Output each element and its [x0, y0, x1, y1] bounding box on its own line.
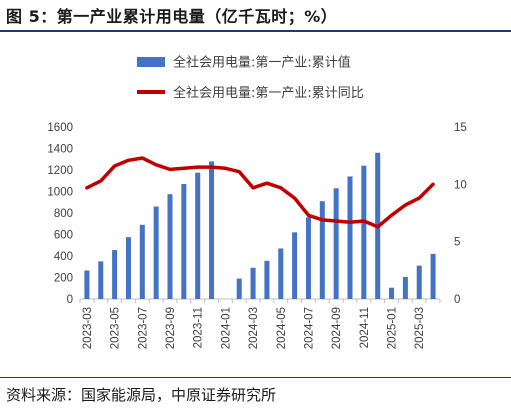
bar	[125, 237, 131, 299]
x-tick-label: 2024-09	[331, 307, 343, 349]
line-series	[85, 156, 435, 229]
legend-line-label: 全社会用电量:第一产业:累计同比	[173, 85, 364, 101]
x-tick-label: 2024-11	[359, 307, 371, 348]
bar	[264, 260, 270, 299]
source-note: 资料来源：国家能源局，中原证券研究所	[6, 386, 277, 404]
bar	[112, 250, 118, 299]
y-left-tick-label: 800	[54, 208, 73, 220]
bottom-rule	[0, 377, 511, 378]
bar	[209, 161, 215, 299]
x-tick-label: 2023-11	[193, 307, 205, 348]
bar	[139, 224, 145, 299]
bar	[416, 265, 422, 299]
bar	[278, 248, 284, 299]
bar	[236, 278, 242, 299]
y-right-tick-label: 5	[454, 237, 460, 249]
y-left-tick-label: 1600	[47, 122, 73, 134]
x-tick-label: 2023-07	[137, 307, 149, 349]
bar	[250, 267, 256, 299]
bar	[181, 183, 187, 299]
figure-title: 图 5：第一产业累计用电量（亿千瓦时；%）	[6, 7, 338, 26]
x-tick-label: 2024-05	[276, 307, 288, 349]
top-rule	[0, 30, 511, 32]
bar	[389, 287, 395, 299]
y-right-tick-label: 0	[454, 294, 460, 306]
bar	[402, 276, 408, 299]
x-tick-label: 2023-03	[82, 307, 94, 349]
x-tick-label: 2024-07	[303, 307, 315, 349]
y-left-tick-label: 1200	[47, 165, 73, 177]
x-tick-label: 2025-01	[387, 307, 399, 349]
legend-bar-swatch	[137, 57, 165, 67]
x-tick-label: 2023-05	[110, 307, 122, 349]
bar	[167, 194, 173, 299]
legend-bar-label: 全社会用电量:第一产业:累计值	[173, 55, 351, 71]
y-left-tick-label: 400	[54, 251, 73, 263]
x-tick-label: 2024-01	[220, 307, 232, 349]
bar	[347, 176, 353, 299]
bar	[430, 253, 436, 299]
y-right-tick-label: 10	[454, 179, 467, 191]
bar	[195, 172, 201, 299]
x-tick-label: 2025-03	[414, 307, 426, 349]
x-tick-label: 2023-09	[165, 307, 177, 349]
x-tick-label: 2024-03	[248, 307, 260, 349]
bar	[84, 270, 90, 299]
bar	[333, 188, 339, 299]
y-left-tick-label: 200	[54, 273, 73, 285]
bar	[153, 206, 159, 299]
bar	[319, 201, 325, 299]
y-left-tick-label: 0	[67, 294, 73, 306]
bar	[292, 232, 298, 299]
y-left-tick-label: 1000	[47, 187, 73, 199]
y-left-tick-label: 600	[54, 230, 73, 242]
bar	[361, 165, 367, 299]
bar	[305, 217, 311, 299]
y-left-tick-label: 1400	[47, 144, 73, 156]
bar	[98, 261, 104, 299]
y-right-tick-label: 15	[454, 122, 467, 134]
